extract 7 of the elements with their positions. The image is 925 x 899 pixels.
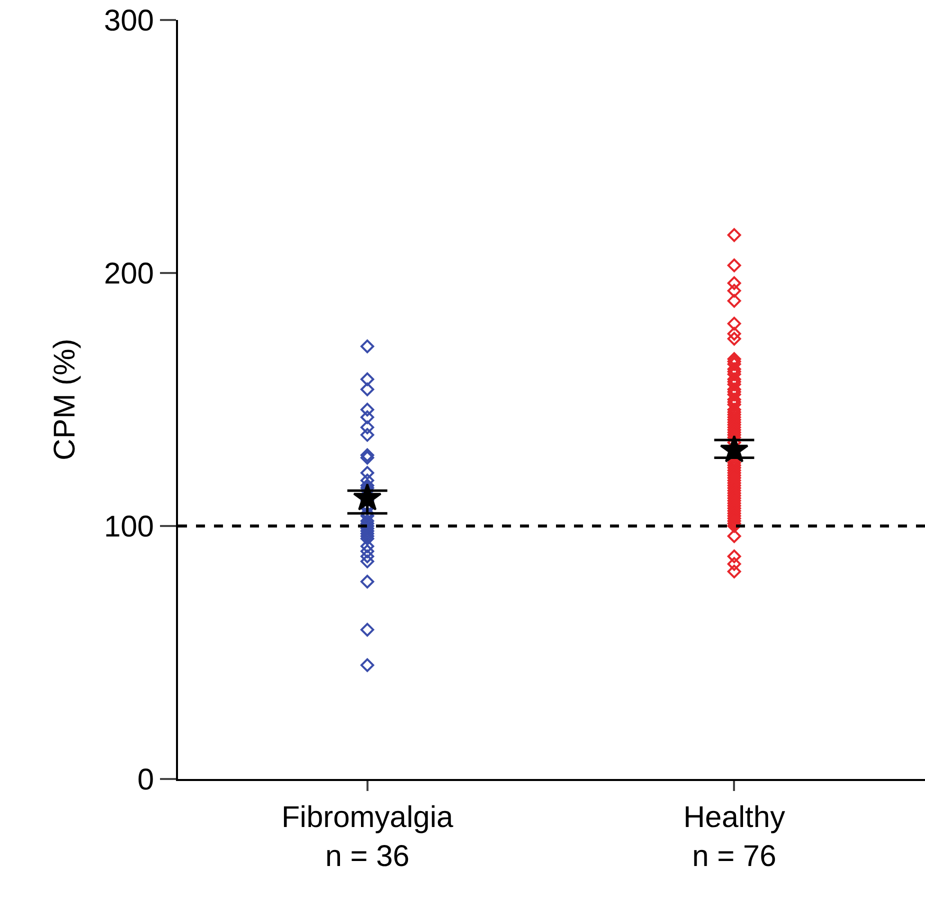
y-tick-label: 0 <box>137 764 154 796</box>
y-tick-label: 100 <box>104 510 154 544</box>
y-tick-label: 300 <box>104 4 154 38</box>
x-tick-label: Healthy n = 76 <box>683 801 786 873</box>
y-tick-label: 200 <box>104 258 154 290</box>
y-axis-title: CPM (%) <box>48 338 82 460</box>
x-tick-label: Fibromyalgia n = 36 <box>281 801 454 873</box>
